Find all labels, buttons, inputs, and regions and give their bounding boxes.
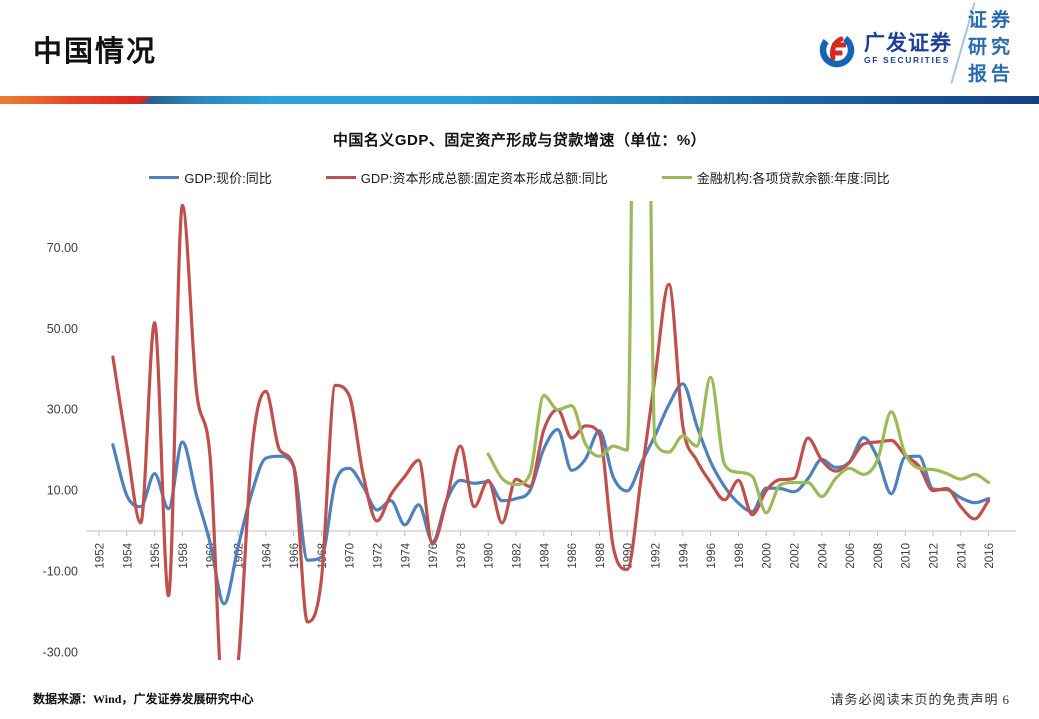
x-tick-label: 1956 [150,543,162,569]
legend-line-red [325,176,356,179]
x-tick-label: 2000 [762,543,774,569]
series-line-1 [111,203,991,660]
x-tick-label: 2002 [790,543,802,569]
x-tick-label: 1964 [261,542,273,568]
legend-item-gdp-current: GDP:现价:同比 [149,168,272,187]
chart-legend: GDP:现价:同比 GDP:资本形成总额:固定资本形成总额:同比 金融机构:各项… [0,168,1039,187]
x-tick-label: 1970 [345,543,357,569]
x-tick-label: 2008 [873,543,885,569]
x-tick-label: 1994 [678,542,690,568]
x-tick-label: 1984 [539,542,551,568]
x-tick-label: 2014 [956,542,968,568]
x-tick-label: 1980 [484,543,496,569]
chart-series [111,201,991,660]
y-tick-label: 10.00 [47,484,78,498]
x-tick-label: 1976 [428,543,440,569]
report-type-line: 研究 [967,37,1014,58]
x-tick-label: 2006 [845,543,857,569]
x-tick-label: 1972 [373,543,385,569]
legend-item-loans: 金融机构:各项贷款余额:年度:同比 [661,168,890,187]
legend-label: GDP:现价:同比 [184,171,272,186]
x-tick-label: 2016 [984,543,996,569]
series-line-0 [111,382,991,606]
legend-line-blue [149,176,180,179]
header-accent-bar [0,96,1039,104]
x-tick-label: 1954 [122,542,134,568]
legend-label: 金融机构:各项贷款余额:年度:同比 [696,171,890,186]
y-tick-label: 70.00 [47,241,78,255]
y-tick-label: -30.00 [43,645,78,659]
gf-securities-logo: 广发证券 GF SECURITIES [816,27,952,71]
x-tick-label: 1998 [734,543,746,569]
gf-logo-icon [819,32,855,68]
series-line-2 [486,201,991,515]
x-tick-label: 1996 [706,543,718,569]
x-tick-label: 1966 [289,543,301,569]
logo-name-en: GF SECURITIES [864,54,950,65]
x-tick-label: 1974 [400,542,412,568]
x-tick-label: 2012 [929,543,941,569]
legend-item-capital-formation: GDP:资本形成总额:固定资本形成总额:同比 [325,168,608,187]
chart-title: 中国名义GDP、固定资产形成与贷款增速（单位：%） [332,132,707,149]
x-tick-label: 2010 [901,543,913,569]
y-tick-label: -10.00 [43,564,78,578]
y-tick-label: 30.00 [47,403,78,417]
logo-text: 广发证券 GF SECURITIES [864,31,952,66]
page-number: 6 [1002,692,1010,707]
x-tick-label: 2004 [817,542,829,568]
report-type-line: 报告 [967,64,1014,85]
x-tick-label: 1978 [456,543,468,569]
page-title: 中国情况 [33,36,158,68]
brand-block: 广发证券 GF SECURITIES 证券 研究 报告 [810,0,1039,96]
legend-label: GDP:资本形成总额:固定资本形成总额:同比 [360,171,608,186]
legend-line-green [661,176,692,179]
x-tick-label: 1958 [178,543,190,569]
x-tick-label: 1986 [567,543,579,569]
y-tick-label: 50.00 [47,322,78,336]
report-type-line: 证券 [967,10,1014,31]
chart-axes: 1952 1954 1956 1958 1960 1962 1964 1966 1968 1970… [43,241,1016,659]
x-tick-label: 1992 [651,543,663,569]
report-type-label: 证券 研究 报告 [958,7,1014,88]
footer-disclaimer: 请务必阅读末页的免责声明 6 [830,689,1010,708]
x-tick-label: 1952 [95,543,107,569]
x-tick-label: 1988 [595,543,607,569]
logo-name-cn: 广发证券 [864,31,952,55]
data-source-note: 数据来源：Wind，广发证券发展研究中心 [33,692,254,706]
disclaimer-text: 请务必阅读末页的免责声明 [830,692,999,707]
x-tick-label: 1982 [512,543,524,569]
